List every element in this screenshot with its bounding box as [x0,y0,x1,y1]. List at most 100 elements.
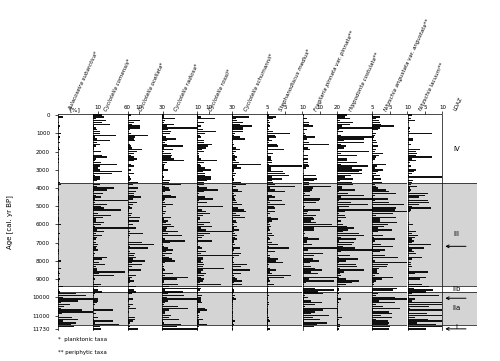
Bar [302,173,304,174]
Bar [338,262,339,264]
Bar [408,293,412,294]
Bar [162,262,165,264]
Bar [128,184,133,185]
Bar [92,140,110,142]
Bar [302,183,338,286]
Bar [58,313,62,314]
Bar [302,136,315,138]
Bar [92,135,116,136]
Bar [268,222,270,223]
Bar [302,198,320,200]
Bar [408,318,428,320]
Bar [92,131,100,132]
Bar [338,162,357,163]
Bar [372,122,380,123]
Bar [162,324,180,325]
Bar [162,233,168,234]
Bar [162,284,178,285]
Bar [92,268,97,269]
Bar [372,245,392,247]
Bar [408,299,414,300]
Bar [198,260,201,262]
Bar [338,202,351,203]
Bar [268,142,269,143]
Bar [92,257,106,258]
Bar [162,315,171,316]
Bar [232,208,238,209]
Bar [408,231,416,232]
Bar [232,226,237,227]
Bar [92,118,96,119]
Bar [372,204,404,205]
Bar [92,242,96,243]
Bar [92,173,112,174]
Bar [268,164,270,165]
Bar [162,131,170,132]
Bar [302,127,303,129]
Bar [232,224,234,225]
Bar [268,160,272,161]
Bar [408,304,442,305]
Bar [162,160,184,161]
Bar [302,258,313,260]
Bar [302,318,320,320]
Bar [302,211,308,212]
Bar [128,131,129,132]
Bar [372,251,380,252]
Bar [232,180,234,182]
Bar [92,322,95,323]
Bar [302,222,316,223]
Bar [268,120,269,121]
Bar [338,288,339,289]
Bar [128,209,130,210]
Bar [128,118,129,119]
Bar [232,151,236,152]
Bar [232,142,234,143]
Bar [198,308,205,309]
Bar [442,292,478,325]
Bar [408,189,411,191]
Bar [338,282,352,283]
Bar [232,255,238,256]
Bar [128,290,134,291]
Bar [372,231,378,232]
Bar [338,284,346,285]
Bar [268,122,270,123]
Bar [408,118,410,119]
Bar [128,311,130,313]
Bar [162,313,165,314]
Bar [338,116,344,118]
Bar [338,164,342,165]
Bar [128,292,162,325]
Bar [372,149,376,151]
Bar [372,266,388,267]
Bar [408,238,412,240]
Bar [302,273,318,274]
Bar [408,205,412,207]
Bar [162,266,164,267]
Bar [338,175,351,176]
Bar [232,195,236,196]
Text: IV: IV [453,146,460,152]
Bar [128,317,135,318]
Bar [302,291,318,292]
Bar [302,153,303,154]
Bar [128,114,132,116]
Bar [372,280,376,282]
Bar [128,138,134,140]
Bar [162,304,164,305]
Bar [302,278,309,280]
Text: LDAZ: LDAZ [453,96,464,112]
Bar [128,169,131,170]
Bar [58,249,59,251]
Bar [92,299,98,300]
Bar [232,191,241,192]
Bar [232,204,241,205]
Bar [372,183,408,286]
Bar [92,227,128,229]
Bar [162,200,164,201]
Bar [128,122,134,123]
Bar [302,236,308,238]
Bar [92,136,94,138]
Bar [128,136,136,138]
